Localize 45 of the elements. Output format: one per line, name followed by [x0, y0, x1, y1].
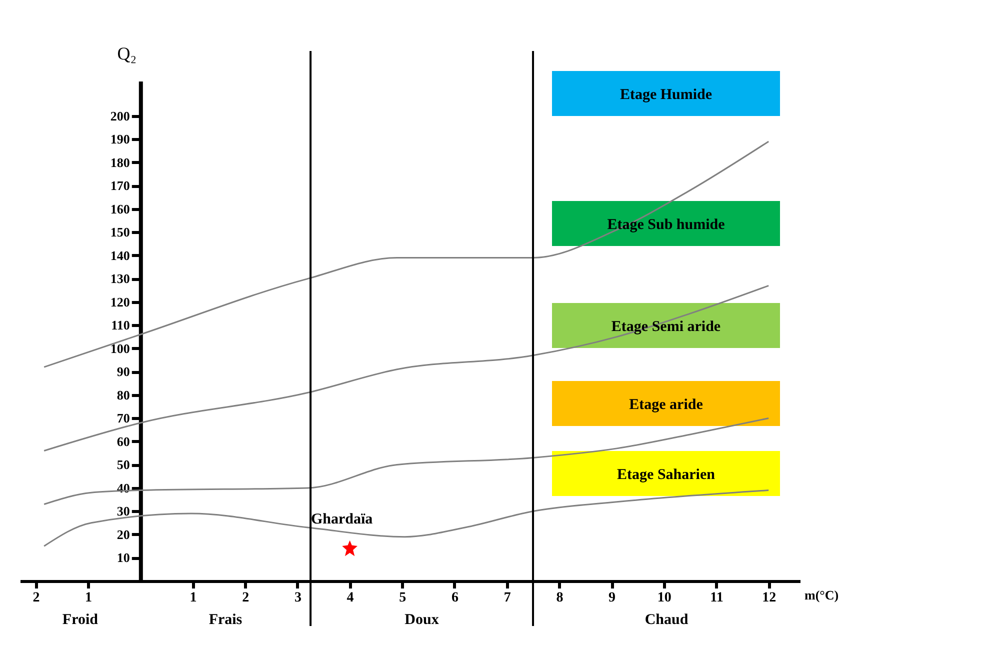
y-tick-label: 110 [111, 318, 130, 333]
y-tick-label: 120 [110, 294, 130, 310]
x-tick-label: 6 [451, 590, 458, 606]
y-tick-label: 160 [110, 201, 130, 216]
y-tick-label: 50 [116, 457, 130, 472]
y-tick-label: 30 [116, 504, 130, 519]
x-tick-label: 5 [399, 590, 406, 606]
x-tick-label: 3 [294, 590, 302, 606]
series-label: Ghardaïa [310, 511, 374, 528]
x-tick-label: 9 [608, 590, 616, 606]
y-tick-label: 20 [116, 526, 130, 542]
x-tick-label: 11 [710, 590, 724, 606]
y-tick-label: 100 [110, 340, 130, 356]
y-tick-label: 150 [110, 224, 130, 240]
y-tick-label: 60 [116, 434, 130, 449]
x-tick-label: 2 [242, 590, 250, 606]
text: Chaud [644, 612, 689, 628]
x-tick-label: 1 [85, 590, 92, 606]
x-tick-label: 10 [657, 590, 672, 606]
x-tick-label: 7 [504, 590, 511, 606]
x-tick-label: 2 [32, 590, 40, 606]
annotation: Etage aride [629, 397, 704, 413]
text: Doux [404, 612, 440, 628]
y-tick-label: 200 [110, 108, 130, 124]
annotation: Etage Saharien [617, 467, 716, 483]
x-tick-label: 8 [556, 590, 564, 606]
x-tick-label: 1 [190, 590, 197, 606]
x-axis-title: m(°C) [804, 588, 839, 602]
y-tick-label: 10 [116, 550, 130, 566]
y-tick-label: 180 [110, 154, 130, 170]
y-tick-label: 90 [116, 364, 130, 380]
y-tick-label: 140 [110, 248, 130, 263]
x-tick-label: 12 [762, 590, 776, 606]
annotation: Etage Humide [620, 87, 712, 103]
y-tick-label: 130 [110, 271, 130, 286]
y-tick-label: 190 [110, 132, 130, 147]
annotation: Etage Semi aride [611, 319, 721, 335]
x-tick-label: 4 [346, 590, 354, 606]
text: Froid [62, 612, 99, 628]
y-tick-label: 80 [116, 387, 130, 402]
y-axis-title: Q₂ [117, 44, 137, 64]
y-tick-label: 170 [110, 178, 130, 194]
line-series [43, 284, 770, 452]
y-tick-label: 70 [116, 410, 130, 426]
text: Frais [208, 612, 242, 628]
